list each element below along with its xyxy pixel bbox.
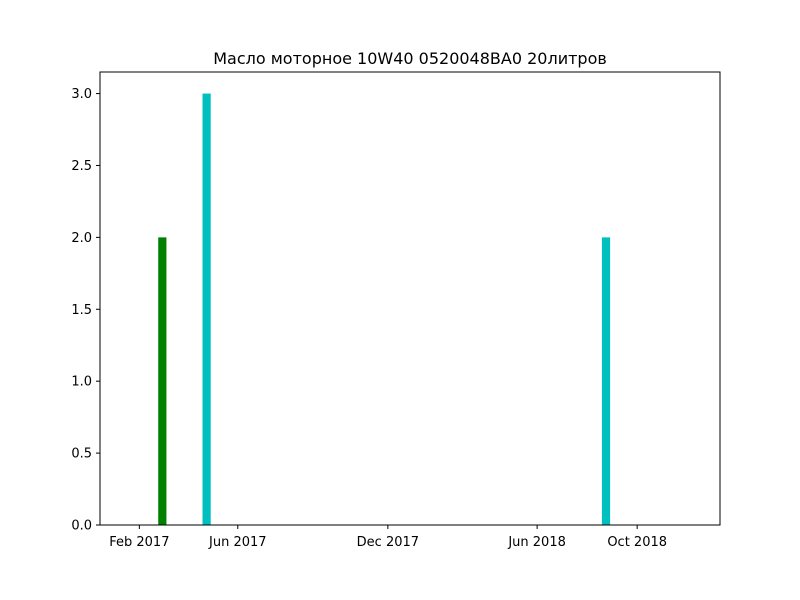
y-tick-label: 1.0 — [71, 375, 92, 390]
y-tick-label: 0.0 — [71, 519, 92, 534]
y-axis: 0.0 0.5 1.0 1.5 2.0 2.5 3.0 — [71, 87, 100, 534]
x-tick-label: Jun 2018 — [507, 535, 566, 550]
x-tick-label: Dec 2017 — [357, 535, 419, 550]
y-tick-label: 2.0 — [71, 231, 92, 246]
chart-title: Масло моторное 10W40 0520048BA0 20литров — [213, 49, 607, 68]
x-tick-label: Feb 2017 — [109, 535, 169, 550]
y-tick-label: 2.5 — [71, 159, 92, 174]
x-tick-label: Oct 2018 — [607, 535, 667, 550]
bar-series-2-point-1 — [202, 93, 211, 525]
x-tick-label: Jun 2017 — [208, 535, 267, 550]
y-tick-label: 3.0 — [71, 87, 92, 102]
bar-series-1-point-1 — [158, 237, 167, 525]
bars-group — [158, 93, 611, 525]
x-axis: Feb 2017 Jun 2017 Dec 2017 Jun 2018 Oct 2018 — [109, 525, 667, 550]
bar-series-2-point-2 — [601, 237, 611, 525]
y-tick-label: 1.5 — [71, 303, 92, 318]
y-tick-label: 0.5 — [71, 447, 92, 462]
plot-frame — [99, 71, 721, 526]
